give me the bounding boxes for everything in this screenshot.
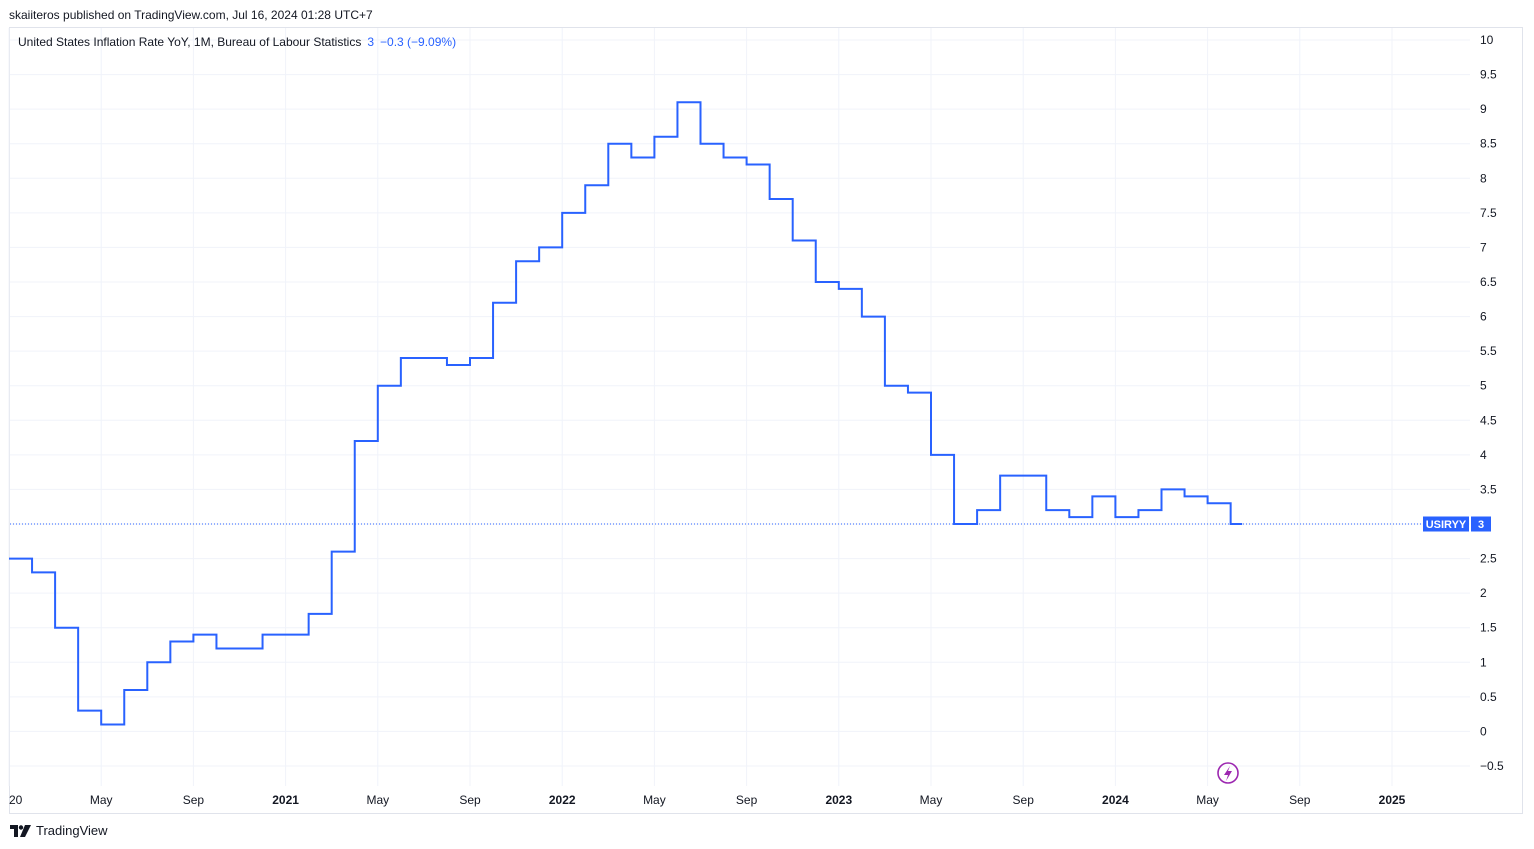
price-badge[interactable]: USIRYY 3 — [1423, 516, 1491, 532]
publish-info: skaiiteros published on TradingView.com,… — [9, 8, 373, 22]
x-tick-label: Sep — [1013, 793, 1035, 807]
series-legend[interactable]: United States Inflation Rate YoY, 1M, Bu… — [18, 35, 456, 49]
x-tick-label: 2024 — [1102, 793, 1129, 807]
x-tick-label: Sep — [183, 793, 205, 807]
badge-value: 3 — [1478, 519, 1484, 531]
y-tick-label: 5.5 — [1480, 344, 1497, 358]
x-tick-label: 20 — [9, 793, 23, 807]
grid-lines — [8, 28, 1470, 786]
x-tick-label: May — [90, 793, 113, 807]
y-tick-label: 8.5 — [1480, 137, 1497, 151]
y-tick-label: 4 — [1480, 448, 1487, 462]
y-tick-label: 10 — [1480, 33, 1494, 47]
x-tick-label: May — [366, 793, 389, 807]
legend-change: −0.3 (−9.09%) — [380, 35, 457, 49]
tradingview-logo-icon — [10, 824, 31, 837]
x-tick-label: 2021 — [272, 793, 299, 807]
y-tick-label: 7 — [1480, 240, 1487, 254]
y-tick-label: 6.5 — [1480, 275, 1497, 289]
brand-name: TradingView — [36, 823, 108, 838]
lightning-icon[interactable] — [1217, 762, 1239, 784]
y-tick-label: 9 — [1480, 102, 1487, 116]
x-tick-label: May — [643, 793, 666, 807]
x-tick-label: May — [920, 793, 943, 807]
x-tick-label: 2023 — [825, 793, 852, 807]
badge-symbol: USIRYY — [1426, 519, 1467, 531]
series-line-usiryy[interactable] — [9, 101, 1243, 726]
y-tick-label: −0.5 — [1480, 759, 1504, 773]
y-tick-label: 8 — [1480, 171, 1487, 185]
x-tick-label: 2022 — [549, 793, 576, 807]
x-tick-label: 2025 — [1379, 793, 1406, 807]
x-tick-label: Sep — [459, 793, 481, 807]
x-tick-label: May — [1196, 793, 1219, 807]
x-axis: 20 May Sep 2021 May Sep 2022 May Sep 2023 May Sep 20… — [9, 793, 1406, 807]
y-tick-label: 6 — [1480, 310, 1487, 324]
tradingview-brand[interactable]: TradingView — [10, 823, 108, 838]
y-axis: 10 9.5 9 8.5 8 7.5 7 6.5 6 5.5 5 4.5 4 3.5 3 2.5 2 1.5 1 0.… — [1480, 33, 1504, 773]
y-tick-label: 0.5 — [1480, 690, 1497, 704]
y-tick-label: 4.5 — [1480, 413, 1497, 427]
x-tick-label: Sep — [1289, 793, 1311, 807]
y-tick-label: 2.5 — [1480, 552, 1497, 566]
legend-series-name: United States Inflation Rate YoY, 1M, Bu… — [18, 35, 362, 49]
y-tick-label: 5 — [1480, 379, 1487, 393]
y-tick-label: 3.5 — [1480, 482, 1497, 496]
badge-symbol-bg — [1423, 516, 1469, 532]
badge-value-bg — [1471, 516, 1491, 532]
x-tick-label: Sep — [736, 793, 758, 807]
y-tick-label: 9.5 — [1480, 68, 1497, 82]
y-tick-label: 7.5 — [1480, 206, 1497, 220]
y-tick-label: 2 — [1480, 586, 1487, 600]
y-tick-label: 1 — [1480, 655, 1487, 669]
y-tick-label: 0 — [1480, 724, 1487, 738]
y-tick-label: 1.5 — [1480, 621, 1497, 635]
legend-value: 3 — [367, 35, 375, 49]
